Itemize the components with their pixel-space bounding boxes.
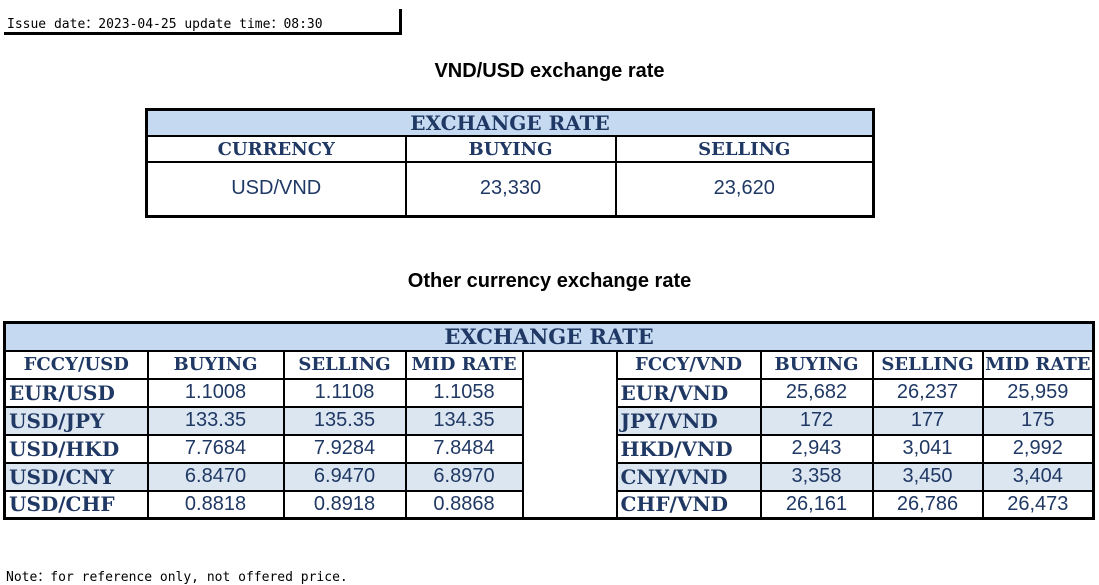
buying-rate-cell: 23,330: [404, 161, 617, 217]
vnd-usd-title: VND/USD exchange rate: [434, 60, 665, 82]
rate-cell: 3,358: [759, 461, 874, 492]
table-row: EUR/USD 1.1008 1.1108 1.1058 EUR/VND 25,…: [3, 377, 1095, 408]
rate-cell: 2,943: [759, 433, 874, 464]
rate-cell: 25,682: [759, 377, 874, 408]
selling-header: SELLING: [282, 349, 407, 380]
rate-cell: 1.1108: [282, 377, 407, 408]
rate-cell: 7.9284: [282, 433, 407, 464]
spacer-cell: [521, 434, 618, 463]
issue-info-box: Issue date：2023-04-25 update time：08:30: [4, 9, 402, 35]
rate-cell: 3,450: [871, 461, 984, 492]
fccy-usd-header: FCCY/USD: [3, 349, 149, 380]
reference-note: Note：for reference only, not offered pri…: [6, 570, 348, 585]
table-row: USD/CNY 6.8470 6.9470 6.8970 CNY/VND 3,3…: [3, 461, 1095, 492]
rate-cell: 26,237: [871, 377, 984, 408]
table-row: USD/HKD 7.7684 7.9284 7.8484 HKD/VND 2,9…: [3, 433, 1095, 464]
spacer-cell: [521, 378, 618, 407]
selling-header: SELLING: [871, 349, 984, 380]
rate-cell: 7.8484: [404, 433, 524, 464]
rate-cell: 0.8868: [404, 489, 524, 520]
pair-cell: USD/CHF: [3, 489, 149, 520]
rate-cell: 26,161: [759, 489, 874, 520]
buying-header: BUYING: [759, 349, 874, 380]
rate-cell: 0.8818: [146, 489, 285, 520]
pair-cell: USD/JPY: [3, 405, 149, 436]
pair-cell: CNY/VND: [615, 461, 762, 492]
rate-cell: 6.9470: [282, 461, 407, 492]
mid-rate-header: MID RATE: [404, 349, 524, 380]
rate-cell: 2,992: [981, 433, 1095, 464]
vnd-usd-table: EXCHANGE RATE CURRENCY BUYING SELLING US…: [145, 108, 876, 218]
currency-pair-cell: USD/VND: [145, 161, 407, 217]
spacer-cell: [521, 462, 618, 491]
rate-cell: 135.35: [282, 405, 407, 436]
rate-cell: 6.8970: [404, 461, 524, 492]
pair-cell: USD/HKD: [3, 433, 149, 464]
rate-cell: 3,041: [871, 433, 984, 464]
rate-cell: 177: [871, 405, 984, 436]
buying-header: BUYING: [146, 349, 285, 380]
rate-cell: 25,959: [981, 377, 1095, 408]
rate-cell: 172: [759, 405, 874, 436]
selling-rate-cell: 23,620: [614, 161, 875, 217]
spacer-cell: [521, 350, 618, 379]
pair-cell: HKD/VND: [615, 433, 762, 464]
pair-cell: JPY/VND: [615, 405, 762, 436]
pair-cell: USD/CNY: [3, 461, 149, 492]
currency-header: CURRENCY: [145, 135, 407, 163]
rate-cell: 133.35: [146, 405, 285, 436]
spacer-cell: [521, 406, 618, 435]
rate-cell: 0.8918: [282, 489, 407, 520]
other-currency-title: Other currency exchange rate: [407, 270, 692, 292]
exchange-rate-banner: EXCHANGE RATE: [3, 321, 1095, 352]
pair-cell: CHF/VND: [615, 489, 762, 520]
fccy-vnd-header: FCCY/VND: [615, 349, 762, 380]
selling-header: SELLING: [614, 135, 875, 163]
rate-cell: 26,786: [871, 489, 984, 520]
buying-header: BUYING: [404, 135, 617, 163]
mid-rate-header: MID RATE: [981, 349, 1095, 380]
rate-cell: 175: [981, 405, 1095, 436]
other-currency-table: EXCHANGE RATE FCCY/USD BUYING SELLING MI…: [3, 321, 1096, 520]
rate-cell: 1.1058: [404, 377, 524, 408]
exchange-rate-banner: EXCHANGE RATE: [145, 108, 875, 137]
rate-cell: 6.8470: [146, 461, 285, 492]
pair-cell: EUR/USD: [3, 377, 149, 408]
table-row: USD/CHF 0.8818 0.8918 0.8868 CHF/VND 26,…: [3, 489, 1095, 520]
rate-cell: 3,404: [981, 461, 1095, 492]
rate-cell: 1.1008: [146, 377, 285, 408]
issue-date-text: Issue date：2023-04-25 update time：08:30: [7, 17, 323, 32]
rate-cell: 7.7684: [146, 433, 285, 464]
rate-cell: 134.35: [404, 405, 524, 436]
rate-cell: 26,473: [981, 489, 1095, 520]
pair-cell: EUR/VND: [615, 377, 762, 408]
table-row: USD/JPY 133.35 135.35 134.35 JPY/VND 172…: [3, 405, 1095, 436]
spacer-cell: [521, 490, 618, 519]
